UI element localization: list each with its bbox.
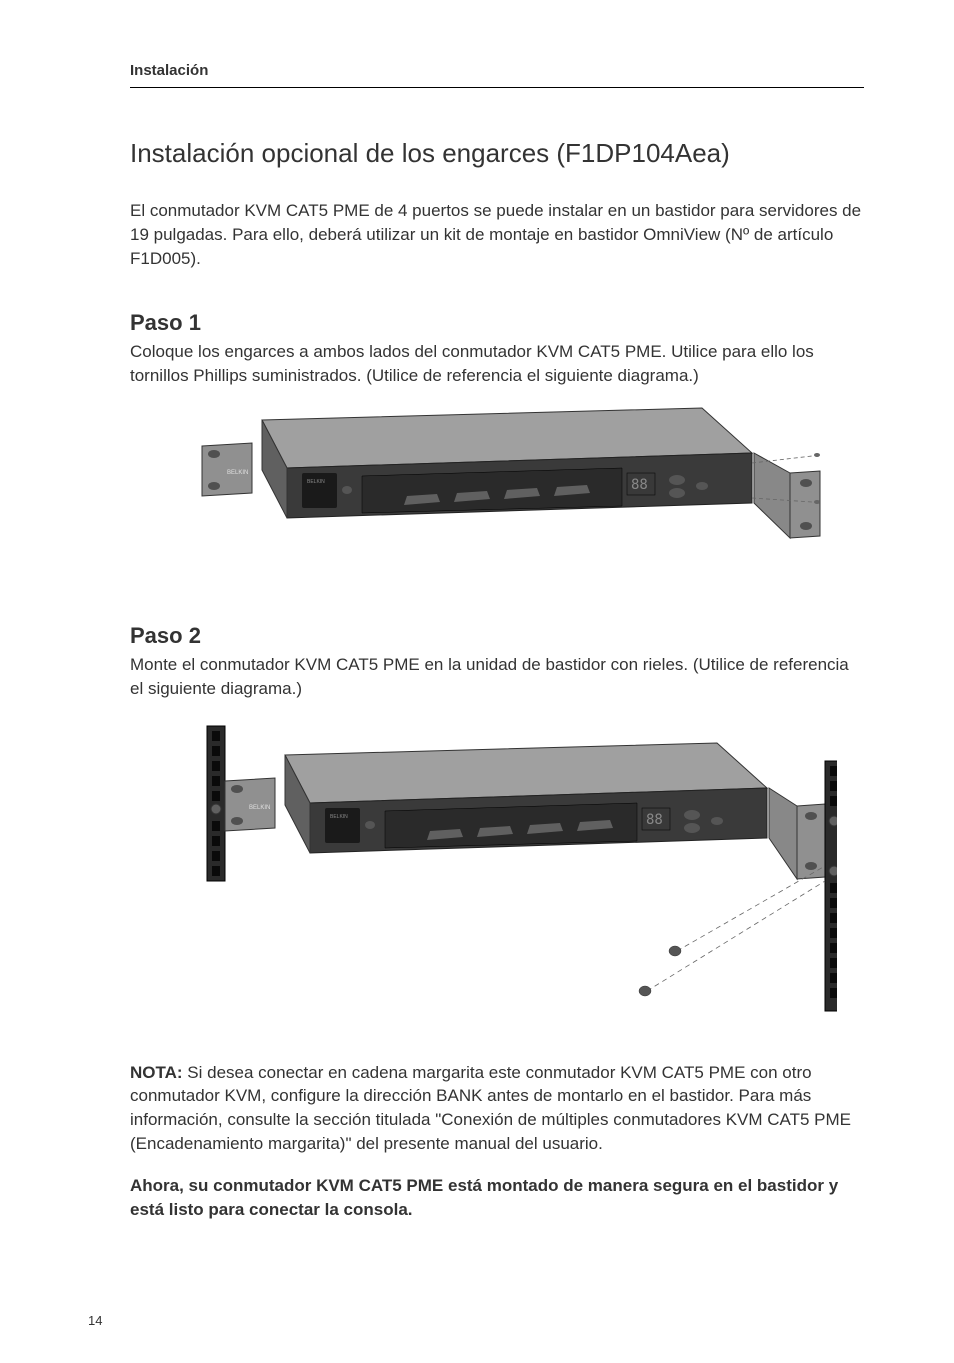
page-title: Instalación opcional de los engarces (F1…: [130, 138, 864, 169]
nota-paragraph: NOTA: Si desea conectar en cadena margar…: [130, 1061, 864, 1156]
nota-body: Si desea conectar en cadena margarita es…: [130, 1063, 851, 1153]
step2-text: Monte el conmutador KVM CAT5 PME en la u…: [130, 653, 864, 701]
diagram2-container: BELKIN BELKIN 88: [130, 711, 864, 1026]
page-number: 14: [88, 1313, 102, 1328]
header-label: Instalación: [130, 62, 864, 79]
svg-text:88: 88: [631, 477, 648, 493]
step1-heading: Paso 1: [130, 310, 864, 336]
header-section: Instalación: [130, 62, 864, 88]
svg-text:BELKIN: BELKIN: [307, 479, 325, 485]
step1-text: Coloque los engarces a ambos lados del c…: [130, 340, 864, 388]
step2-heading: Paso 2: [130, 623, 864, 649]
diagram1-svg: BELKIN BELKIN 88: [172, 398, 822, 583]
svg-text:BELKIN: BELKIN: [249, 805, 270, 811]
intro-paragraph: El conmutador KVM CAT5 PME de 4 puertos …: [130, 199, 864, 270]
svg-text:BELKIN: BELKIN: [227, 470, 248, 476]
diagram2-svg: BELKIN BELKIN 88: [157, 711, 837, 1021]
svg-text:BELKIN: BELKIN: [330, 814, 348, 820]
svg-text:88: 88: [646, 812, 663, 828]
diagram1-container: BELKIN BELKIN 88: [130, 398, 864, 588]
final-paragraph: Ahora, su conmutador KVM CAT5 PME está m…: [130, 1174, 864, 1222]
nota-label: NOTA:: [130, 1063, 183, 1082]
